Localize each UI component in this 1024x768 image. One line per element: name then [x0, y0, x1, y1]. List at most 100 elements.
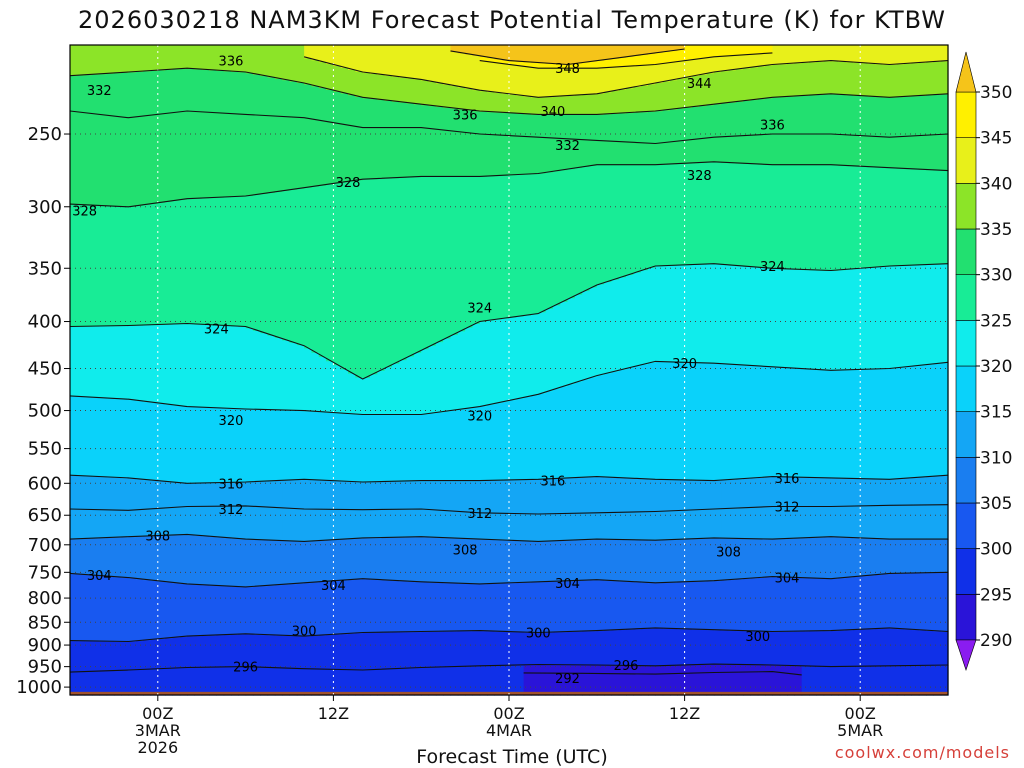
fill-cell — [852, 166, 861, 270]
y-tick-label: 500 — [28, 401, 62, 422]
fill-cell — [648, 83, 656, 112]
fill-cell — [509, 513, 517, 541]
fill-cell — [435, 45, 444, 84]
fill-cell — [296, 668, 305, 696]
fill-cell — [487, 111, 495, 136]
fill-cell — [648, 511, 656, 541]
fill-cell — [128, 45, 137, 73]
fill-cell — [874, 136, 883, 168]
fill-cell — [121, 670, 130, 696]
fill-cell — [918, 62, 927, 96]
fill-cell — [406, 480, 415, 510]
fill-cell — [589, 664, 598, 675]
fill-cell — [348, 481, 356, 511]
colorbar-swatch — [955, 365, 977, 412]
fill-cell — [904, 665, 913, 696]
fill-cell — [282, 584, 291, 636]
fill-cell — [274, 116, 283, 192]
fill-cell — [538, 172, 547, 313]
fill-cell — [596, 476, 605, 514]
fill-cell — [706, 137, 715, 163]
fill-cell — [684, 538, 693, 583]
fill-cell — [918, 264, 927, 366]
fill-cell — [326, 509, 334, 541]
fill-cell — [545, 96, 554, 116]
colorbar-swatch — [955, 320, 977, 367]
colorbar-tick-label: 325 — [980, 311, 1012, 331]
fill-cell — [750, 507, 759, 540]
fill-cell — [194, 407, 203, 484]
fill-cell — [552, 388, 561, 480]
fill-cell — [128, 399, 137, 479]
fill-cell — [362, 632, 371, 671]
fill-cell — [362, 481, 371, 511]
fill-cell — [779, 63, 788, 98]
fill-cell — [582, 94, 591, 116]
fill-cell — [677, 479, 686, 512]
fill-cell — [509, 665, 517, 696]
fill-cell — [750, 54, 759, 68]
fill-cell — [384, 668, 393, 696]
fill-cell — [128, 578, 137, 642]
fill-cell — [530, 313, 539, 396]
fill-cell — [428, 345, 437, 414]
fill-cell — [596, 68, 605, 94]
fill-cell — [743, 365, 752, 479]
fill-cell — [830, 506, 839, 538]
fill-cell — [765, 671, 773, 696]
fill-cell — [765, 134, 773, 166]
fill-cell — [179, 534, 188, 585]
fill-cell — [91, 538, 100, 576]
fill-cell — [538, 632, 547, 666]
fill-cell — [355, 377, 364, 415]
fill-cell — [677, 362, 686, 481]
fill-cell — [391, 363, 400, 416]
fill-cell — [450, 511, 459, 539]
fill-cell — [867, 478, 876, 507]
fill-cell — [494, 175, 503, 320]
fill-cell — [201, 506, 210, 537]
fill-cell — [706, 664, 715, 674]
fill-cell — [121, 45, 130, 73]
fill-cell — [465, 176, 474, 328]
fill-cell — [757, 507, 766, 540]
fill-cell — [296, 479, 305, 510]
fill-cell — [940, 93, 949, 135]
fill-cell — [77, 538, 86, 575]
fill-cell — [779, 631, 788, 666]
fill-cell — [874, 628, 883, 667]
fill-cell — [318, 185, 327, 358]
fill-cell — [150, 535, 159, 581]
fill-cell — [743, 538, 752, 579]
fill-cell — [157, 45, 166, 71]
fill-cell — [326, 634, 334, 670]
fill-cell — [940, 475, 949, 506]
contour-label: 308 — [145, 530, 170, 545]
fill-cell — [143, 70, 152, 117]
fill-cell — [421, 667, 430, 696]
fill-cell — [304, 83, 313, 119]
fill-cell — [530, 62, 539, 69]
fill-cell — [311, 186, 320, 353]
fill-cell — [487, 404, 495, 481]
fill-cell — [187, 406, 195, 484]
fill-cell — [765, 476, 773, 508]
fill-cell — [538, 581, 547, 633]
fill-cell — [165, 45, 174, 71]
fill-cell — [911, 572, 920, 631]
fill-cell — [823, 60, 832, 95]
fill-cell — [823, 666, 832, 696]
fill-cell — [699, 362, 708, 481]
y-tick-label: 900 — [28, 635, 62, 656]
fill-cell — [377, 45, 386, 75]
fill-cell — [860, 478, 869, 507]
fill-cell — [216, 482, 225, 507]
fill-cell — [296, 188, 305, 346]
fill-cell — [721, 264, 730, 365]
fill-cell — [633, 478, 642, 513]
fill-cell — [84, 45, 93, 76]
fill-cell — [845, 269, 854, 371]
fill-cell — [538, 114, 547, 139]
fill-cell — [457, 538, 466, 584]
fill-cell — [296, 82, 305, 119]
